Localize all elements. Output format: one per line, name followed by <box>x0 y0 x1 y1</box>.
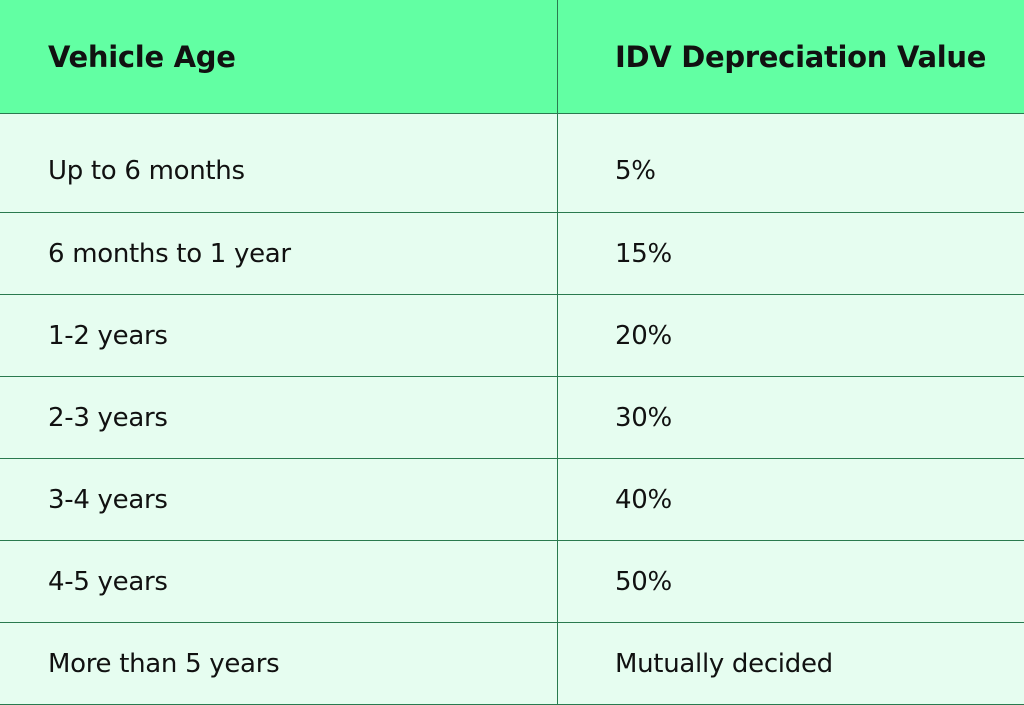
vehicle-age-cell: More than 5 years <box>0 623 558 704</box>
depreciation-cell: 40% <box>615 484 672 515</box>
table-row: More than 5 years Mutually decided <box>0 623 1024 705</box>
vehicle-age-cell: 1-2 years <box>0 295 558 376</box>
depreciation-cell: 5% <box>615 156 656 186</box>
vehicle-age-cell: 4-5 years <box>0 541 558 622</box>
depreciation-cell: 15% <box>615 238 672 269</box>
vehicle-age-cell: 3-4 years <box>0 459 558 540</box>
header-idv-depreciation: IDV Depreciation Value <box>615 39 987 74</box>
table-row: 6 months to 1 year 15% <box>0 213 1024 295</box>
table-row: 1-2 years 20% <box>0 295 1024 377</box>
depreciation-cell: 30% <box>615 402 672 433</box>
table-row: Up to 6 months 5% <box>0 114 1024 213</box>
vehicle-age-cell: Up to 6 months <box>0 114 558 212</box>
depreciation-cell: Mutually decided <box>615 648 833 679</box>
header-vehicle-age: Vehicle Age <box>0 0 558 113</box>
table-row: 3-4 years 40% <box>0 459 1024 541</box>
table-row: 4-5 years 50% <box>0 541 1024 623</box>
vehicle-age-cell: 6 months to 1 year <box>0 213 558 294</box>
depreciation-cell: 50% <box>615 566 672 597</box>
table-row: 2-3 years 30% <box>0 377 1024 459</box>
vehicle-age-cell: 2-3 years <box>0 377 558 458</box>
depreciation-cell: 20% <box>615 320 672 351</box>
table-header: Vehicle Age IDV Depreciation Value <box>0 0 1024 114</box>
